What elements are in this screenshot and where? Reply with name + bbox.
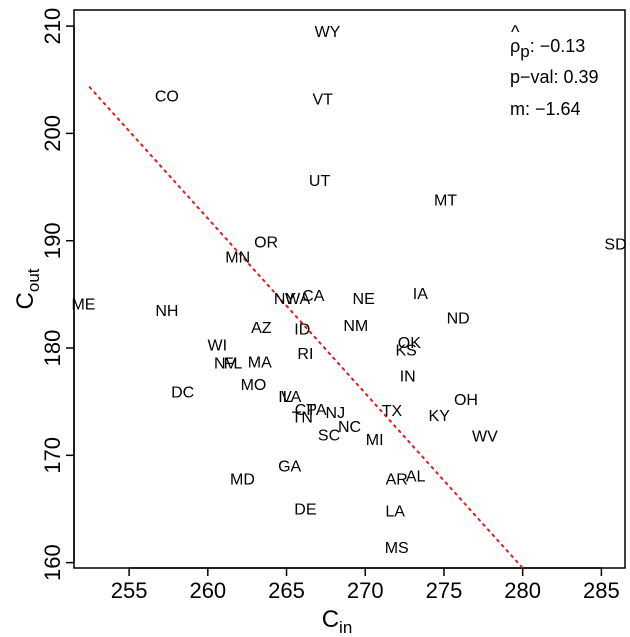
point-label-id: ID — [294, 321, 310, 338]
point-label-ct: CT — [295, 402, 317, 419]
point-label-sc: SC — [318, 428, 340, 445]
point-label-me: ME — [71, 297, 95, 314]
x-axis: 255 260 265 270 275 280 285 — [111, 567, 620, 603]
point-label-nv: NV — [214, 356, 237, 373]
rho-annotation: ρp: −0.13 — [510, 36, 585, 61]
point-label-ms: MS — [385, 540, 409, 557]
point-label-md: MD — [230, 472, 255, 489]
rho-hat: ^ — [511, 22, 520, 42]
point-label-de: DE — [294, 502, 316, 519]
x-tick-label: 285 — [583, 578, 620, 603]
point-label-oh: OH — [454, 392, 478, 409]
point-label-tn: TN — [292, 409, 313, 426]
rho-symbol: ρ — [510, 36, 520, 56]
y-tick-label: 190 — [40, 222, 65, 259]
y-tick-label: 210 — [40, 8, 65, 45]
point-label-vt: VT — [313, 92, 334, 109]
point-label-il: IL — [278, 389, 291, 406]
x-tick-label: 265 — [268, 578, 305, 603]
point-label-ky: KY — [429, 408, 451, 425]
y-axis-title-main: C — [12, 292, 39, 309]
point-label-in: IN — [400, 368, 416, 385]
point-label-al: AL — [406, 468, 426, 485]
point-label-wv: WV — [472, 429, 498, 446]
point-label-mn: MN — [225, 249, 250, 266]
point-label-ri: RI — [297, 346, 313, 363]
point-label-nm: NM — [343, 318, 368, 335]
point-label-az: AZ — [251, 320, 272, 337]
point-label-ny: NY — [274, 291, 297, 308]
x-axis-title: Cin — [322, 606, 353, 637]
point-label-la: LA — [385, 504, 405, 521]
x-tick-label: 255 — [111, 578, 148, 603]
regression-line — [88, 86, 524, 569]
y-axis-title-sub: out — [24, 268, 43, 292]
point-label-wy: WY — [315, 24, 341, 41]
stats-annotation: ρp: −0.13 ^ p−val: 0.39 m: −1.64 — [510, 22, 599, 119]
point-label-mi: MI — [366, 432, 384, 449]
point-label-nh: NH — [155, 303, 178, 320]
point-label-ga: GA — [278, 459, 301, 476]
y-tick-label: 170 — [40, 437, 65, 474]
point-label-ma: MA — [248, 355, 272, 372]
x-axis-title-sub: in — [339, 618, 352, 637]
x-tick-label: 275 — [426, 578, 463, 603]
pval-annotation: p−val: 0.39 — [510, 67, 599, 87]
point-label-ok: OK — [398, 335, 421, 352]
point-label-ne: NE — [353, 291, 375, 308]
point-label-tx: TX — [382, 403, 403, 420]
point-label-ut: UT — [309, 173, 331, 190]
point-label-nd: ND — [447, 311, 470, 328]
y-axis-title: Cout — [12, 268, 43, 309]
x-tick-label: 260 — [189, 578, 226, 603]
point-label-co: CO — [155, 88, 179, 105]
point-label-mo: MO — [241, 377, 267, 394]
y-tick-label: 200 — [40, 115, 65, 152]
y-axis: 160 170 180 190 200 210 — [40, 8, 75, 581]
x-tick-label: 270 — [347, 578, 384, 603]
rho-value: : −0.13 — [530, 36, 586, 56]
point-label-ca: CA — [302, 288, 325, 305]
rho-subscript: p — [520, 42, 529, 61]
y-tick-label: 180 — [40, 330, 65, 367]
point-label-ks: KS — [396, 343, 417, 360]
slope-annotation: m: −1.64 — [510, 99, 581, 119]
point-label-nj: NJ — [326, 405, 346, 422]
point-label-dc: DC — [171, 385, 194, 402]
point-label-fl: FL — [224, 356, 243, 373]
point-label-or: OR — [254, 234, 278, 251]
point-label-mt: MT — [434, 193, 457, 210]
x-axis-title-main: C — [322, 606, 339, 633]
point-label-wa: WA — [285, 291, 311, 308]
point-label-wi: WI — [207, 337, 227, 354]
point-label-ia: IA — [413, 286, 428, 303]
y-tick-label: 160 — [40, 544, 65, 581]
point-label-ar: AR — [386, 472, 408, 489]
x-tick-label: 280 — [504, 578, 541, 603]
point-label-pa: PA — [306, 402, 326, 419]
point-label-va: VA — [281, 389, 301, 406]
point-label-sd: SD — [604, 237, 626, 254]
point-label-nc: NC — [338, 419, 361, 436]
